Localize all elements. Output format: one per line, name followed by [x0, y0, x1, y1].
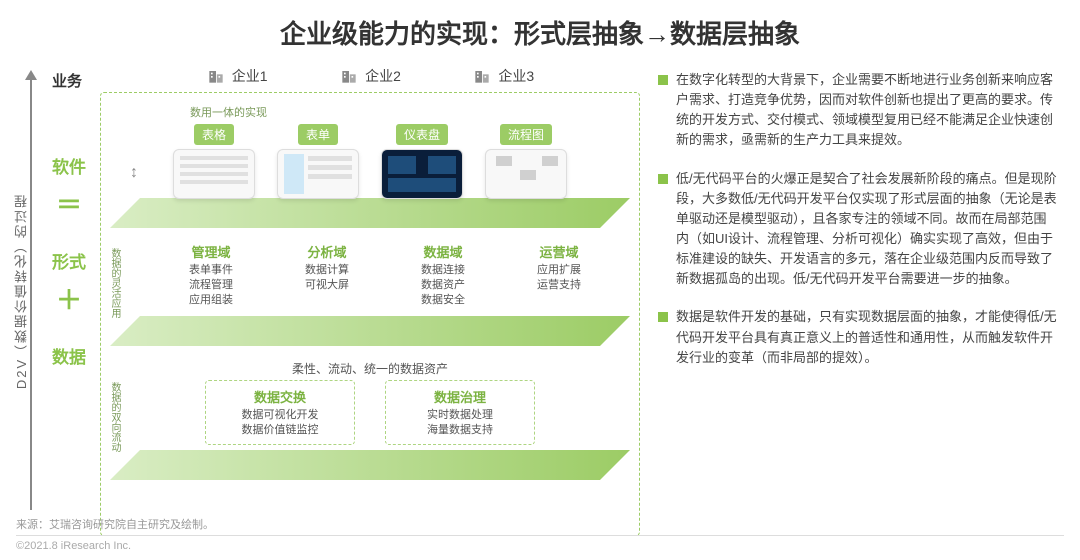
form-box-line: 数据连接: [391, 263, 495, 278]
data-box-line: 实时数据处理: [390, 408, 530, 423]
bullet-square-icon: [658, 75, 668, 85]
data-box-line: 数据价值链监控: [210, 423, 350, 438]
sw-card-label: 表单: [298, 124, 338, 145]
sw-card-label: 流程图: [500, 124, 552, 145]
building-icon: [472, 66, 492, 86]
y-axis-label: D2V（数据价值转化）的过程: [12, 193, 31, 389]
enterprises-row: 企业1 企业2 企业3: [110, 66, 630, 90]
sw-card: 表单: [272, 124, 364, 199]
row-label-data: 数据: [52, 343, 106, 368]
data-box-title: 数据治理: [390, 387, 530, 406]
sw-thumbnail: [381, 149, 463, 199]
platform-shape: [110, 450, 630, 480]
source-note: 来源：艾瑞咨询研究院自主研究及绘制。: [16, 516, 214, 532]
form-box-line: 应用组装: [159, 293, 263, 308]
sw-thumbnail: [173, 149, 255, 199]
footer-copyright: ©2021.8 iResearch Inc.: [16, 535, 1064, 552]
layer-software: 表格 表单 仪表盘: [110, 124, 630, 220]
form-box-line: 数据资产: [391, 278, 495, 293]
y-axis: D2V（数据价值转化）的过程: [16, 72, 46, 510]
enterprise-item: 企业1: [206, 66, 268, 86]
data-boxes: 数据交换 数据可视化开发 数据价值链监控 数据治理 实时数据处理 海量数据支持: [110, 366, 630, 445]
row-label-form: 形式: [52, 248, 106, 273]
bullet-item: 数据是软件开发的基础，只有实现数据层面的抽象，才能使得低/无代码开发平台具有真正…: [658, 307, 1058, 367]
sw-thumbnail: [277, 149, 359, 199]
building-icon: [206, 66, 226, 86]
right-column: 在数字化转型的大背景下，企业需要不断地进行业务创新来响应客户需求、打造竞争优势，…: [658, 70, 1058, 386]
enterprise-label: 企业3: [498, 66, 534, 86]
form-boxes: 管理域 表单事件 流程管理 应用组装 分析域 数据计算 可视大屏 数据域 数据连…: [110, 242, 630, 308]
form-box-line: 数据安全: [391, 293, 495, 308]
bullet-text: 在数字化转型的大背景下，企业需要不断地进行业务创新来响应客户需求、打造竞争优势，…: [676, 70, 1058, 151]
enterprise-item: 企业2: [339, 66, 401, 86]
software-cards: 表格 表单 仪表盘: [110, 124, 630, 199]
row-labels: 业务 ↕ 软件 ＝ 形式 ＋ 数据: [52, 70, 106, 368]
form-box-title: 运营域: [507, 242, 611, 261]
form-box: 管理域 表单事件 流程管理 应用组装: [159, 242, 263, 308]
platform-shape: [110, 316, 630, 346]
data-box-line: 海量数据支持: [390, 423, 530, 438]
bullet-text: 低/无代码平台的火爆正是契合了社会发展新阶段的痛点。但是现阶段，大多数低/无代码…: [676, 169, 1058, 290]
data-box-line: 数据可视化开发: [210, 408, 350, 423]
sw-thumbnail: [485, 149, 567, 199]
data-box: 数据治理 实时数据处理 海量数据支持: [385, 380, 535, 445]
form-box: 运营域 应用扩展 运营支持: [507, 242, 611, 308]
diagram: 企业1 企业2 企业3 数用一体的实现 表格: [110, 66, 630, 516]
data-box-title: 数据交换: [210, 387, 350, 406]
sw-card: 表格: [168, 124, 260, 199]
form-box-title: 分析域: [275, 242, 379, 261]
form-box-line: 运营支持: [507, 278, 611, 293]
form-box-line: 可视大屏: [275, 278, 379, 293]
form-box-title: 管理域: [159, 242, 263, 261]
form-box-line: 表单事件: [159, 263, 263, 278]
form-box: 数据域 数据连接 数据资产 数据安全: [391, 242, 495, 308]
row-label-business: 业务: [52, 70, 106, 91]
form-box-line: 应用扩展: [507, 263, 611, 278]
equals-symbol: ＝: [56, 192, 106, 218]
form-box: 分析域 数据计算 可视大屏: [275, 242, 379, 308]
sw-card: 仪表盘: [376, 124, 468, 199]
bullet-square-icon: [658, 174, 668, 184]
form-box-title: 数据域: [391, 242, 495, 261]
enterprise-item: 企业3: [472, 66, 534, 86]
bullet-item: 在数字化转型的大背景下，企业需要不断地进行业务创新来响应客户需求、打造竞争优势，…: [658, 70, 1058, 151]
page-title: 企业级能力的实现：形式层抽象→数据层抽象: [0, 14, 1080, 51]
sw-card: 流程图: [480, 124, 572, 199]
bullet-square-icon: [658, 312, 668, 322]
row-label-software: 软件: [52, 153, 106, 178]
sw-card-label: 表格: [194, 124, 234, 145]
layer-form: 数据的灵活应用 管理域 表单事件 流程管理 应用组装 分析域 数据计算 可视大屏…: [110, 242, 630, 338]
bullet-text: 数据是软件开发的基础，只有实现数据层面的抽象，才能使得低/无代码开发平台具有真正…: [676, 307, 1058, 367]
enterprise-label: 企业1: [232, 66, 268, 86]
form-box-line: 数据计算: [275, 263, 379, 278]
layer-data: 数据的双向流动 柔性、流动、统一的数据资产 数据交换 数据可视化开发 数据价值链…: [110, 366, 630, 476]
enterprise-label: 企业2: [365, 66, 401, 86]
bullet-item: 低/无代码平台的火爆正是契合了社会发展新阶段的痛点。但是现阶段，大多数低/无代码…: [658, 169, 1058, 290]
form-box-line: 流程管理: [159, 278, 263, 293]
plus-symbol: ＋: [56, 287, 106, 313]
note-top: 数用一体的实现: [190, 104, 267, 120]
building-icon: [339, 66, 359, 86]
platform-shape: [110, 198, 630, 228]
sw-card-label: 仪表盘: [396, 124, 448, 145]
data-box: 数据交换 数据可视化开发 数据价值链监控: [205, 380, 355, 445]
